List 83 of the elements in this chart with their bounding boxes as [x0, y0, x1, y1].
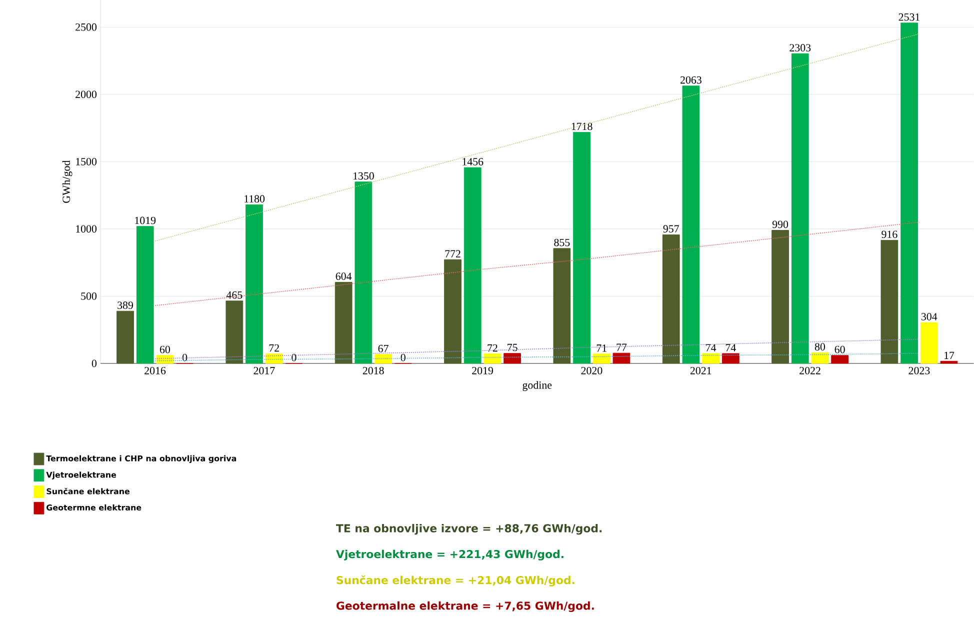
data-label: 2531: [898, 14, 920, 21]
bar: [791, 54, 809, 364]
bar: [811, 352, 829, 364]
y-tick-label: 500: [81, 292, 97, 300]
data-label: 67: [378, 345, 388, 352]
x-tick-label: 2021: [690, 367, 712, 375]
bar: [246, 204, 263, 364]
bar: [156, 355, 174, 364]
bar: [334, 282, 352, 364]
bar: [265, 354, 283, 364]
data-label: 916: [882, 230, 898, 238]
data-label: 1180: [244, 195, 265, 203]
data-label: 2303: [790, 44, 811, 52]
bar: [573, 132, 590, 364]
bar: [831, 355, 849, 364]
y-tick-label: 1000: [76, 225, 97, 233]
data-label: 60: [160, 346, 170, 354]
bar: [354, 182, 372, 364]
x-tick-label: 2018: [362, 367, 384, 375]
text: TE na obnovljive izvore = +88,76 GWh/god.: [336, 524, 602, 535]
data-label: 80: [814, 343, 826, 351]
x-tick-label: 2022: [800, 367, 820, 375]
line-series: [154, 222, 920, 306]
text: Geotermalne elektrane = +7,65 GWh/god.: [336, 602, 594, 612]
data-label: 74: [726, 344, 736, 352]
bar: [880, 240, 898, 364]
data-label: 72: [488, 344, 498, 352]
bar: [940, 361, 958, 364]
bar: [226, 300, 244, 364]
data-label: 17: [944, 352, 954, 360]
line-series: [154, 353, 920, 362]
bar: [662, 234, 680, 364]
x-tick-label: 2016: [144, 367, 166, 375]
bar: [900, 22, 918, 364]
bar: [722, 353, 740, 364]
data-label: 2063: [680, 76, 702, 84]
bar: [612, 353, 630, 364]
data-label: 77: [616, 344, 627, 352]
bar: [484, 354, 502, 364]
bar: [504, 353, 521, 364]
data-label: 0: [292, 354, 296, 362]
data-label: 1456: [462, 158, 484, 166]
data-label: 1019: [135, 217, 156, 224]
x-axis-title: godine: [522, 381, 552, 392]
bar: [116, 311, 134, 364]
bar: [592, 354, 610, 364]
x-tick-label: 2023: [908, 367, 930, 375]
bar: [682, 86, 700, 364]
bar: [553, 248, 571, 364]
bar: [702, 353, 720, 364]
data-label: 74: [706, 344, 716, 352]
data-label: 60: [834, 346, 845, 354]
data-label: 1350: [353, 172, 374, 180]
y-tick-label: 1500: [76, 158, 97, 166]
bar: [920, 322, 938, 364]
x-tick-label: 2019: [472, 367, 494, 375]
text: Vjetroelektrane = +221,43 GWh/god.: [336, 550, 564, 561]
data-label: 75: [508, 344, 518, 352]
data-label: 957: [663, 225, 679, 233]
y-axis-title: GWh/god: [62, 160, 72, 204]
data-label: 0: [182, 354, 188, 362]
text: Sunčane elektrane = +21,04 GWh/god.: [336, 576, 574, 587]
bar: [772, 230, 789, 364]
data-label: 1718: [572, 123, 592, 130]
y-tick-label: 0: [92, 360, 97, 368]
x-tick-label: 2020: [581, 367, 602, 375]
data-label: 772: [445, 250, 460, 258]
data-label: 0: [400, 354, 406, 362]
y-tick-label: 2500: [76, 24, 97, 32]
data-label: 71: [596, 344, 606, 352]
data-label: 304: [921, 313, 938, 321]
y-tick-label: 2000: [76, 90, 97, 98]
data-label: 990: [772, 220, 788, 228]
data-label: 855: [554, 239, 570, 246]
bar: [444, 260, 462, 364]
data-label: 604: [336, 272, 352, 280]
bar: [374, 354, 392, 364]
x-tick-label: 2017: [254, 367, 275, 375]
bar: [136, 226, 154, 364]
data-label: 72: [269, 344, 279, 352]
data-label: 389: [118, 302, 133, 310]
bar: [464, 168, 482, 364]
data-label: 465: [226, 292, 242, 299]
